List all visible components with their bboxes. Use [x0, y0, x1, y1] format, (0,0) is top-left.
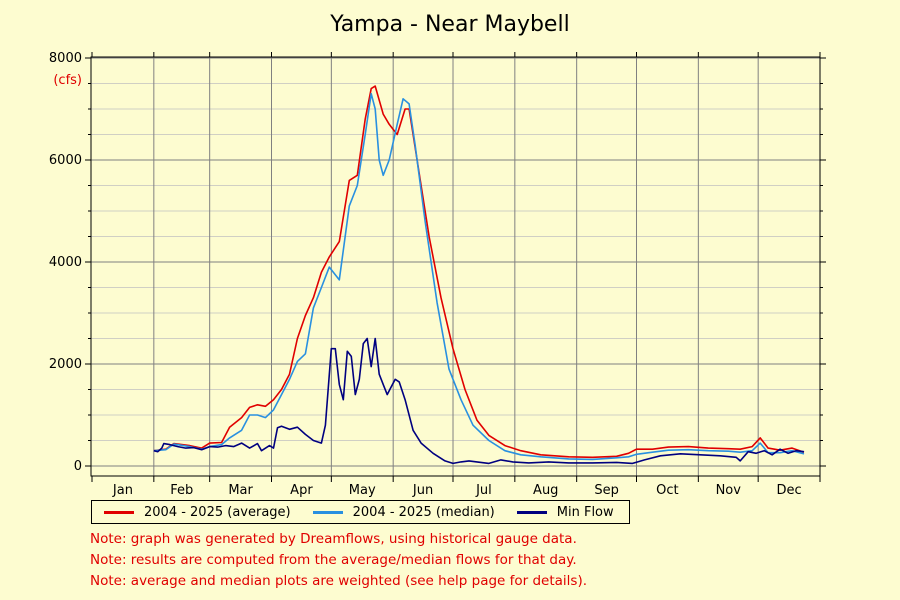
legend-item-average: 2004 - 2025 (average) — [104, 505, 291, 520]
x-tick-label: Feb — [170, 483, 193, 498]
y-tick-label: 0 — [74, 459, 82, 474]
notes: Note: graph was generated by Dreamflows,… — [90, 529, 587, 592]
y-tick-label: 6000 — [49, 153, 82, 168]
legend-item-min-flow: Min Flow — [516, 504, 614, 520]
x-tick-label: Aug — [533, 483, 558, 498]
x-tick-label: Dec — [777, 483, 802, 498]
x-tick-label: Jun — [412, 483, 433, 498]
x-tick-label: Nov — [716, 483, 742, 498]
legend-item-median: 2004 - 2025 (median) — [312, 504, 495, 520]
legend-label-average: 2004 - 2025 (average) — [144, 504, 291, 520]
y-tick-label: 4000 — [49, 255, 82, 270]
plot-frame — [90, 56, 821, 477]
axis-labels: 0 2000 4000 6000 8000 Jan Feb Mar Apr May Jun Jul Au… — [49, 51, 802, 498]
legend-label-min-flow: Min Flow — [556, 504, 614, 520]
y-tick-label: 2000 — [49, 357, 82, 372]
series-line-min-flow — [153, 337, 805, 465]
x-tick-label: Mar — [228, 483, 253, 498]
x-tick-label: Jul — [475, 483, 492, 498]
legend: 2004 - 2025 (average) 2004 - 2025 (media… — [91, 500, 630, 524]
y-unit-label: (cfs) — [53, 73, 82, 88]
series-lines — [153, 85, 805, 465]
series-line-average — [153, 85, 805, 459]
legend-label-median: 2004 - 2025 (median) — [352, 504, 495, 520]
legend-swatch-average — [104, 510, 134, 514]
grid-lines — [91, 57, 820, 476]
x-tick-label: Jan — [112, 483, 133, 498]
legend-swatch-median — [312, 510, 343, 514]
series-line-median — [153, 92, 805, 461]
x-tick-label: Sep — [594, 483, 619, 498]
note-line: Note: average and median plots are weigh… — [90, 573, 588, 589]
x-tick-label: Oct — [656, 483, 678, 498]
note-line: Note: results are computed from the aver… — [90, 552, 577, 568]
y-tick-label: 8000 — [49, 51, 82, 66]
chart-title: Yampa - Near Maybell — [330, 12, 570, 37]
note-line: Note: graph was generated by Dreamflows,… — [90, 531, 577, 547]
x-tick-label: May — [349, 483, 376, 498]
axis-ticks — [85, 52, 826, 482]
x-tick-label: Apr — [290, 483, 313, 498]
legend-swatch-min-flow — [516, 510, 547, 514]
